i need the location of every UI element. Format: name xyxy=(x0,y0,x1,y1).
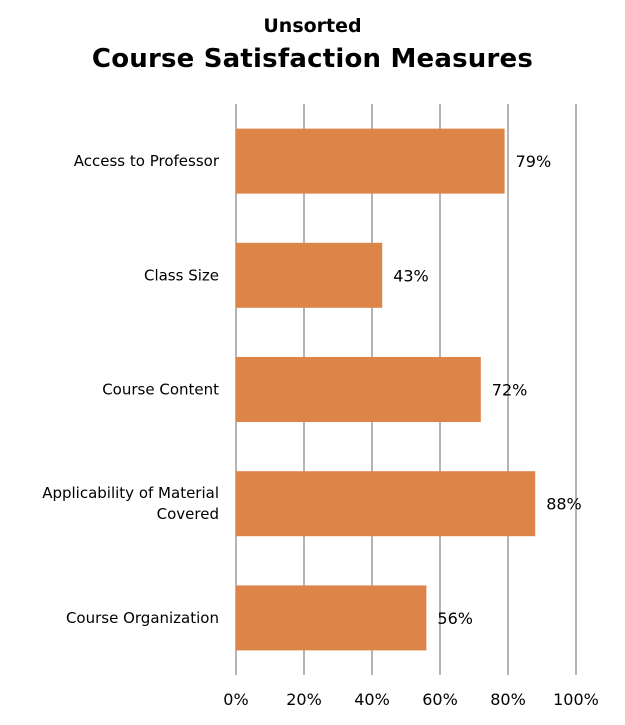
data-label: 43% xyxy=(393,266,429,285)
category-label: Access to Professor xyxy=(74,152,220,170)
x-tick-label: 80% xyxy=(490,690,526,709)
x-tick-label: 60% xyxy=(422,690,458,709)
data-label: 56% xyxy=(437,609,473,628)
x-tick-label: 40% xyxy=(354,690,390,709)
x-tick-label: 20% xyxy=(286,690,322,709)
bar xyxy=(236,357,481,422)
data-label: 88% xyxy=(546,495,582,514)
chart-subtitle: Unsorted xyxy=(263,15,362,37)
category-label: Applicability of Material xyxy=(42,484,219,502)
category-label: Class Size xyxy=(144,266,219,284)
category-label: Covered xyxy=(157,505,219,523)
bar xyxy=(236,242,383,308)
category-label: Course Content xyxy=(102,381,219,399)
bar xyxy=(236,128,505,194)
x-tick-label: 100% xyxy=(553,690,599,709)
bar xyxy=(236,471,536,537)
data-label: 79% xyxy=(516,152,552,171)
bar xyxy=(236,585,427,651)
category-label: Course Organization xyxy=(66,609,219,627)
x-tick-label: 0% xyxy=(223,690,248,709)
data-label: 72% xyxy=(492,381,528,400)
chart-title: Course Satisfaction Measures xyxy=(91,44,534,74)
